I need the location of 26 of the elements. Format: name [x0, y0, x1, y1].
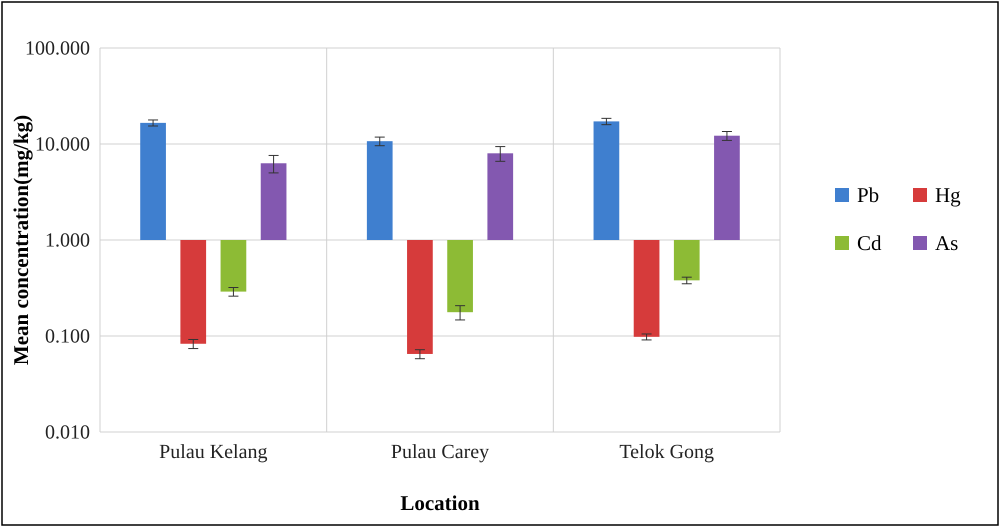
bar: [180, 240, 206, 344]
bar: [140, 122, 166, 240]
x-tick-label: Pulau Carey: [390, 441, 490, 464]
y-tick-label: 0.100: [45, 325, 90, 348]
legend-label: Pb: [857, 183, 880, 207]
x-axis-title: Location: [400, 491, 480, 515]
legend-label: Hg: [935, 183, 962, 207]
y-tick-label: 100.000: [25, 37, 90, 60]
y-axis-title: Mean concentration(mg/kg): [9, 114, 33, 366]
bar: [594, 121, 620, 240]
x-tick-label: Telok Gong: [619, 441, 714, 464]
bar: [487, 153, 514, 240]
bar: [634, 240, 660, 337]
bar: [260, 163, 286, 240]
bar: [714, 136, 740, 240]
y-tick-label: 0.010: [45, 421, 90, 444]
x-tick-label: Pulau Kelang: [159, 441, 268, 464]
bar: [674, 240, 700, 280]
legend-label: As: [935, 231, 958, 255]
y-tick-label: 10.000: [35, 133, 90, 156]
bar: [407, 240, 433, 354]
bar: [366, 141, 393, 240]
bar: [447, 240, 473, 312]
y-tick-label: 1.000: [45, 229, 90, 252]
bar: [220, 240, 246, 292]
legend-label: Cd: [857, 231, 882, 255]
